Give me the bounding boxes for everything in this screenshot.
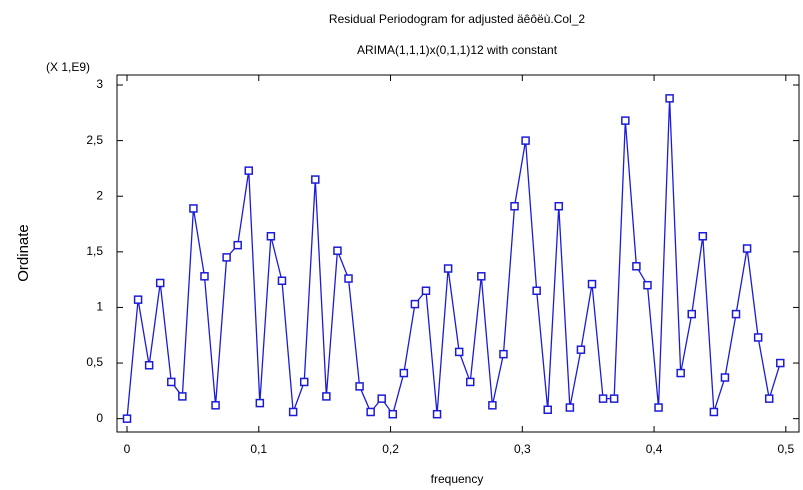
- data-point: [189, 204, 198, 213]
- data-point: [222, 253, 231, 262]
- data-point: [466, 377, 475, 387]
- x-tick-label: 0,5: [777, 442, 794, 456]
- data-point: [709, 407, 719, 417]
- data-point: [687, 309, 696, 319]
- data-point: [244, 166, 254, 175]
- data-point: [521, 136, 530, 145]
- y-tick-label: 3: [96, 77, 103, 91]
- data-point: [366, 407, 375, 417]
- plot-frame: [116, 74, 800, 433]
- data-point: [421, 286, 431, 296]
- data-point: [178, 392, 187, 401]
- y-tick-label: 2,5: [86, 133, 103, 147]
- data-point: [587, 279, 597, 289]
- y-tick-label: 0: [96, 411, 103, 425]
- data-point: [144, 361, 154, 370]
- data-point: [499, 349, 508, 359]
- data-point: [344, 274, 353, 283]
- data-point: [388, 409, 398, 419]
- y-tick-label: 1: [96, 300, 103, 314]
- data-point: [477, 272, 486, 281]
- y-tick-label: 2: [96, 188, 103, 202]
- data-point: [454, 347, 464, 357]
- data-point: [576, 345, 586, 354]
- data-point: [355, 382, 364, 391]
- y-axis-label: Ordinate: [15, 224, 32, 282]
- data-point: [311, 175, 320, 184]
- data-point: [155, 278, 165, 288]
- data-point: [510, 201, 519, 211]
- x-tick-label: 0,4: [646, 442, 663, 456]
- data-point: [654, 403, 663, 412]
- y-tick-label: 0,5: [86, 355, 103, 369]
- data-point: [554, 201, 564, 211]
- x-tick-label: 0,3: [514, 442, 531, 456]
- x-tick-label: 0: [124, 442, 131, 456]
- data-point: [609, 394, 619, 403]
- y-tick-label: 1,5: [86, 244, 103, 258]
- x-tick-label: 0,1: [250, 442, 267, 456]
- data-point: [565, 403, 575, 412]
- data-point: [632, 262, 641, 271]
- data-point: [432, 409, 442, 419]
- data-point: [200, 272, 209, 281]
- data-point: [333, 246, 342, 255]
- data-point: [543, 405, 552, 415]
- data-point: [764, 394, 774, 403]
- data-point: [266, 232, 276, 241]
- y-scale-note: (X 1,E9): [46, 60, 90, 74]
- data-point: [255, 398, 265, 408]
- data-point: [410, 299, 420, 309]
- chart-subtitle: ARIMA(1,1,1)x(0,1,1)12 with constant: [357, 43, 558, 57]
- data-point: [742, 244, 752, 253]
- x-tick-label: 0,2: [382, 442, 399, 456]
- data-point: [443, 264, 453, 273]
- data-point: [377, 394, 386, 403]
- data-point: [133, 295, 143, 304]
- data-point: [122, 414, 132, 423]
- data-point: [399, 368, 409, 378]
- data-point: [698, 232, 708, 241]
- data-point: [277, 276, 287, 285]
- data-point: [776, 358, 785, 368]
- data-point: [532, 286, 541, 296]
- data-point: [288, 407, 298, 417]
- data-point: [211, 401, 220, 410]
- data-point: [233, 240, 242, 250]
- data-point: [665, 94, 674, 103]
- data-point: [322, 392, 331, 401]
- data-point: [598, 394, 608, 403]
- data-point: [488, 401, 497, 410]
- data-point: [753, 333, 763, 342]
- data-point: [720, 373, 730, 382]
- x-axis-label: frequency: [431, 472, 484, 486]
- chart-title: Residual Periodogram for adjusted äêôëù.…: [329, 12, 585, 26]
- data-point: [167, 377, 176, 387]
- data-point: [299, 377, 309, 387]
- data-point: [643, 280, 652, 290]
- data-point: [731, 309, 741, 319]
- data-point: [676, 368, 685, 378]
- data-point: [621, 116, 630, 125]
